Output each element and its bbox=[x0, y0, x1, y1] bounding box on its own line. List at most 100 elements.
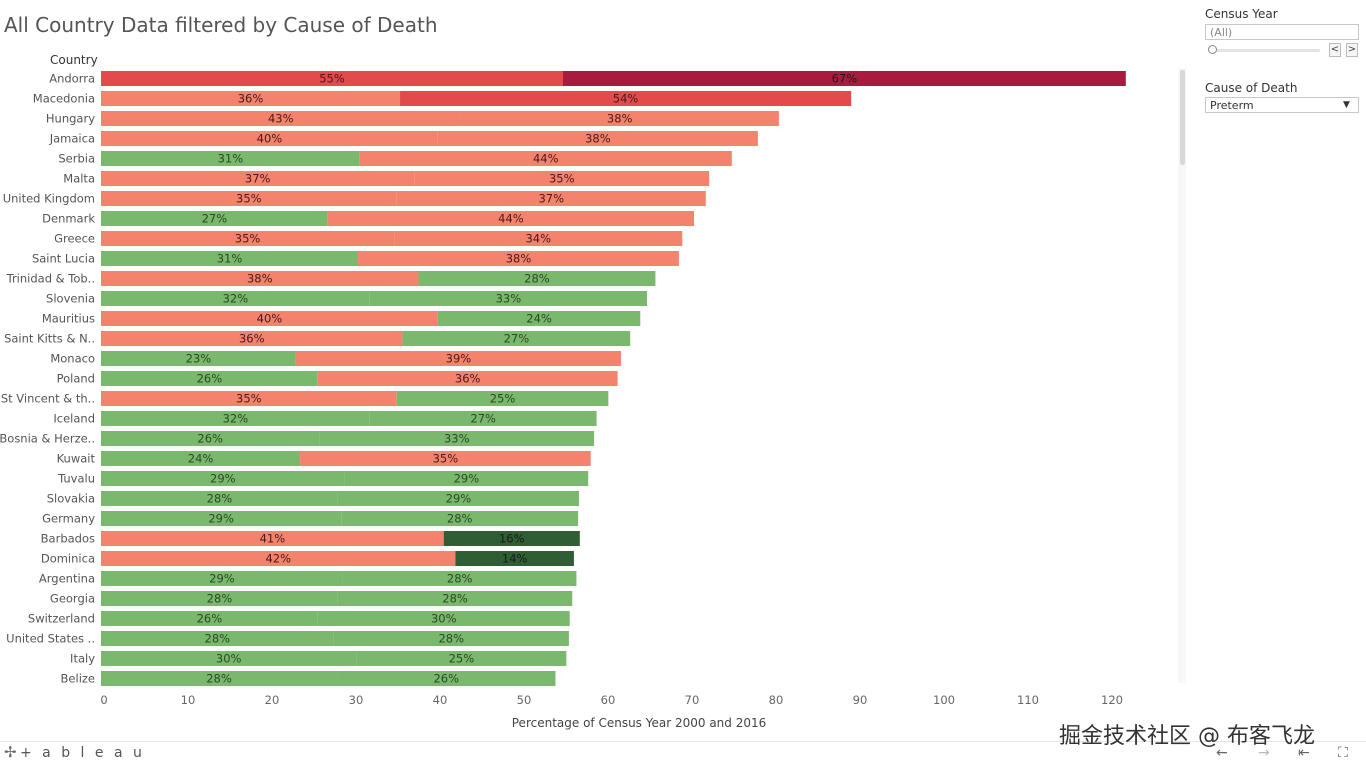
data-label: 14% bbox=[502, 552, 528, 566]
data-label: 31% bbox=[217, 252, 243, 266]
bar-segment bbox=[317, 611, 570, 626]
data-label: 33% bbox=[444, 432, 470, 446]
data-label: 35% bbox=[433, 452, 459, 466]
x-axis-title: Percentage of Census Year 2000 and 2016 bbox=[512, 716, 767, 730]
data-label: 40% bbox=[257, 132, 283, 146]
country-label: Argentina bbox=[39, 572, 95, 586]
bar-segment bbox=[414, 171, 710, 186]
country-label: Bosnia & Herze.. bbox=[0, 432, 95, 446]
data-label: 28% bbox=[207, 492, 233, 506]
country-label: Kuwait bbox=[57, 452, 96, 466]
data-label: 16% bbox=[499, 532, 525, 546]
country-label: Andorra bbox=[49, 72, 95, 86]
data-label: 55% bbox=[319, 72, 345, 86]
data-label: 26% bbox=[433, 672, 459, 686]
data-label: 28% bbox=[438, 632, 464, 646]
bar-segment bbox=[101, 91, 401, 106]
bar-segment bbox=[101, 651, 357, 666]
data-label: 32% bbox=[223, 412, 249, 426]
x-tick-label: 70 bbox=[685, 693, 700, 707]
bar-segment bbox=[101, 251, 359, 266]
bar-segment bbox=[101, 131, 438, 146]
bar-segment bbox=[101, 111, 461, 126]
tableau-plus-icon: ✢ bbox=[4, 743, 17, 761]
country-label: Slovenia bbox=[46, 292, 95, 306]
data-label: 35% bbox=[236, 192, 262, 206]
tableau-logo[interactable]: + a b l e a u bbox=[20, 745, 145, 761]
country-label: Saint Lucia bbox=[32, 252, 95, 266]
bar-segment bbox=[101, 151, 360, 166]
data-label: 28% bbox=[447, 572, 473, 586]
bar-segment bbox=[101, 511, 342, 526]
redo-icon[interactable]: → bbox=[1258, 745, 1270, 761]
watermark: 掘金技术社区 @ 布客飞龙 bbox=[1059, 724, 1315, 749]
x-tick-label: 120 bbox=[1101, 693, 1123, 707]
data-label: 25% bbox=[449, 652, 475, 666]
data-label: 36% bbox=[239, 332, 265, 346]
data-label: 38% bbox=[506, 252, 532, 266]
data-label: 26% bbox=[197, 612, 223, 626]
data-label: 28% bbox=[205, 632, 231, 646]
census-year-slider-handle[interactable] bbox=[1208, 45, 1217, 54]
bar-segment bbox=[337, 591, 573, 606]
bar-segment bbox=[418, 271, 656, 286]
bar-segment bbox=[369, 291, 647, 306]
census-year-prev-button[interactable]: < bbox=[1329, 43, 1341, 57]
bar-segment bbox=[101, 351, 296, 366]
data-label: 36% bbox=[238, 92, 264, 106]
country-label: Georgia bbox=[50, 592, 95, 606]
census-year-filter-title: Census Year bbox=[1205, 7, 1278, 21]
undo-icon[interactable]: ← bbox=[1216, 745, 1228, 761]
data-label: 32% bbox=[223, 292, 249, 306]
x-tick-label: 30 bbox=[349, 693, 364, 707]
cause-of-death-dropdown[interactable]: Preterm bbox=[1205, 97, 1359, 113]
country-label: Macedonia bbox=[33, 92, 95, 106]
vertical-scrollbar[interactable] bbox=[1178, 68, 1186, 683]
data-label: 25% bbox=[490, 392, 516, 406]
data-label: 38% bbox=[607, 112, 633, 126]
data-label: 27% bbox=[504, 332, 530, 346]
scrollbar-thumb[interactable] bbox=[1180, 70, 1185, 165]
bar-segment bbox=[455, 551, 574, 566]
bar-segment bbox=[443, 531, 580, 546]
data-label: 35% bbox=[235, 232, 261, 246]
country-label: Denmark bbox=[42, 212, 95, 226]
bar-segment bbox=[317, 371, 618, 386]
bar-segment bbox=[101, 171, 415, 186]
data-label: 28% bbox=[207, 592, 233, 606]
bar-segment bbox=[101, 271, 419, 286]
bar-segment bbox=[358, 251, 679, 266]
bar-segment bbox=[101, 591, 338, 606]
bar-segment bbox=[295, 351, 621, 366]
dropdown-arrow-icon[interactable]: ▼ bbox=[1343, 100, 1350, 110]
page-title: All Country Data filtered by Cause of De… bbox=[4, 13, 438, 37]
data-label: 29% bbox=[209, 572, 235, 586]
data-label: 27% bbox=[202, 212, 228, 226]
data-label: 37% bbox=[538, 192, 564, 206]
bar-segment bbox=[344, 471, 589, 486]
fullscreen-icon[interactable]: ⛶ bbox=[1338, 745, 1348, 761]
country-label: Barbados bbox=[41, 532, 95, 546]
country-label: Serbia bbox=[58, 152, 95, 166]
bar-segment bbox=[101, 231, 395, 246]
data-label: 27% bbox=[470, 412, 496, 426]
bar-segment bbox=[400, 91, 852, 106]
data-label: 29% bbox=[454, 472, 480, 486]
bar-segment bbox=[101, 71, 563, 86]
census-year-slider[interactable] bbox=[1214, 49, 1320, 52]
bar-segment bbox=[342, 571, 577, 586]
data-label: 42% bbox=[265, 552, 291, 566]
revert-icon[interactable]: ⇤ bbox=[1298, 745, 1310, 761]
census-year-next-button[interactable]: > bbox=[1346, 43, 1358, 57]
data-label: 26% bbox=[197, 432, 223, 446]
country-label: Poland bbox=[57, 372, 95, 386]
bar-segment bbox=[356, 651, 567, 666]
country-label: Belize bbox=[61, 672, 95, 686]
bar-segment bbox=[359, 151, 732, 166]
bar-segment bbox=[394, 231, 683, 246]
bar-segment bbox=[396, 391, 609, 406]
country-label: St Vincent & th.. bbox=[1, 392, 95, 406]
census-year-input[interactable]: (All) bbox=[1205, 24, 1359, 40]
bar-segment bbox=[101, 211, 328, 226]
bar-segment bbox=[101, 571, 343, 586]
